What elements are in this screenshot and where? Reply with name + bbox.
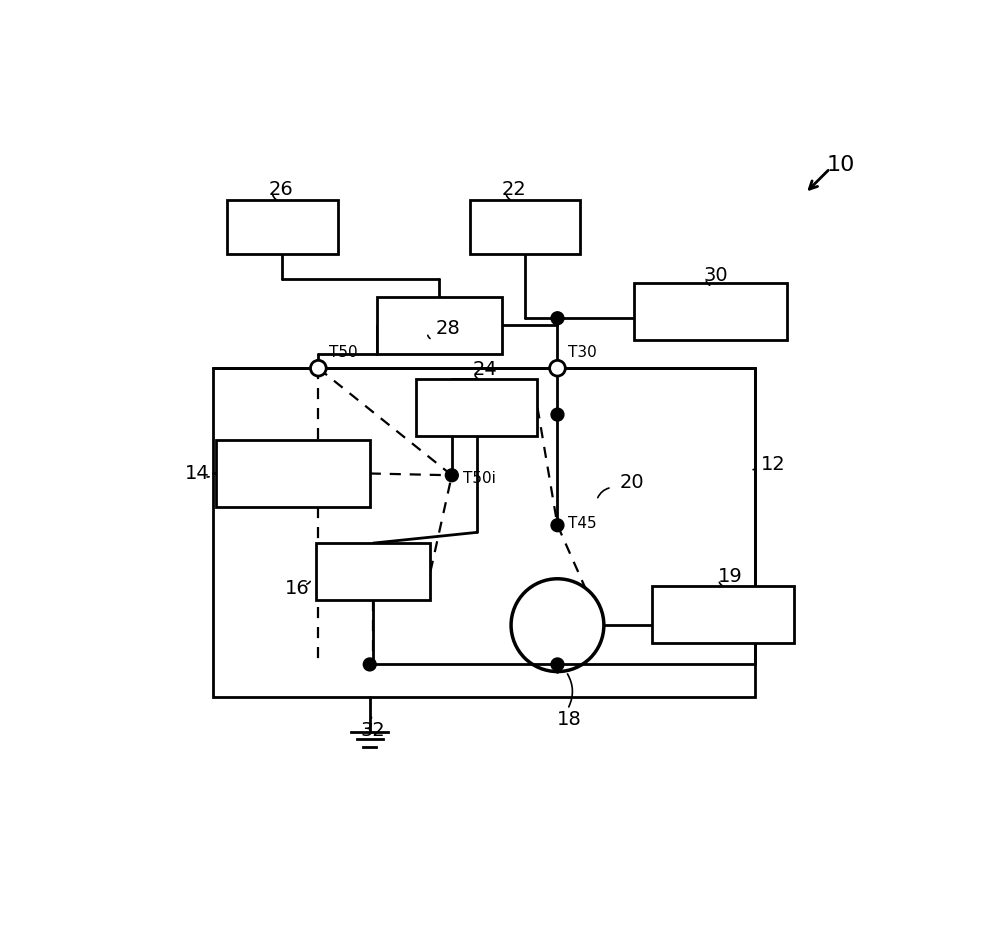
Circle shape: [551, 658, 564, 671]
Circle shape: [445, 469, 458, 482]
Bar: [316, 543, 430, 600]
Circle shape: [310, 361, 326, 376]
Text: 32: 32: [361, 721, 386, 741]
Bar: [652, 586, 794, 643]
Bar: [470, 200, 580, 254]
Text: 20: 20: [620, 473, 644, 492]
Text: 26: 26: [268, 180, 293, 199]
Bar: [416, 379, 537, 436]
Text: 22: 22: [502, 180, 526, 199]
Text: T50: T50: [329, 345, 358, 360]
Bar: [634, 283, 787, 339]
Bar: [227, 200, 338, 254]
Text: T45: T45: [568, 515, 597, 530]
Text: 30: 30: [704, 266, 728, 285]
Text: T50i: T50i: [463, 471, 495, 487]
Bar: [377, 297, 502, 354]
Text: 12: 12: [761, 455, 786, 474]
Circle shape: [551, 519, 564, 532]
Bar: [216, 439, 370, 507]
Text: T30: T30: [568, 345, 597, 360]
Circle shape: [551, 408, 564, 421]
Text: 18: 18: [557, 710, 582, 729]
Bar: [213, 368, 755, 696]
Text: 14: 14: [185, 464, 209, 483]
Text: 28: 28: [435, 320, 460, 338]
Text: 24: 24: [473, 360, 498, 379]
Circle shape: [363, 658, 376, 671]
Circle shape: [550, 361, 565, 376]
Text: 19: 19: [718, 567, 743, 586]
Text: 10: 10: [827, 155, 855, 175]
Circle shape: [551, 311, 564, 324]
Text: 16: 16: [285, 578, 309, 598]
